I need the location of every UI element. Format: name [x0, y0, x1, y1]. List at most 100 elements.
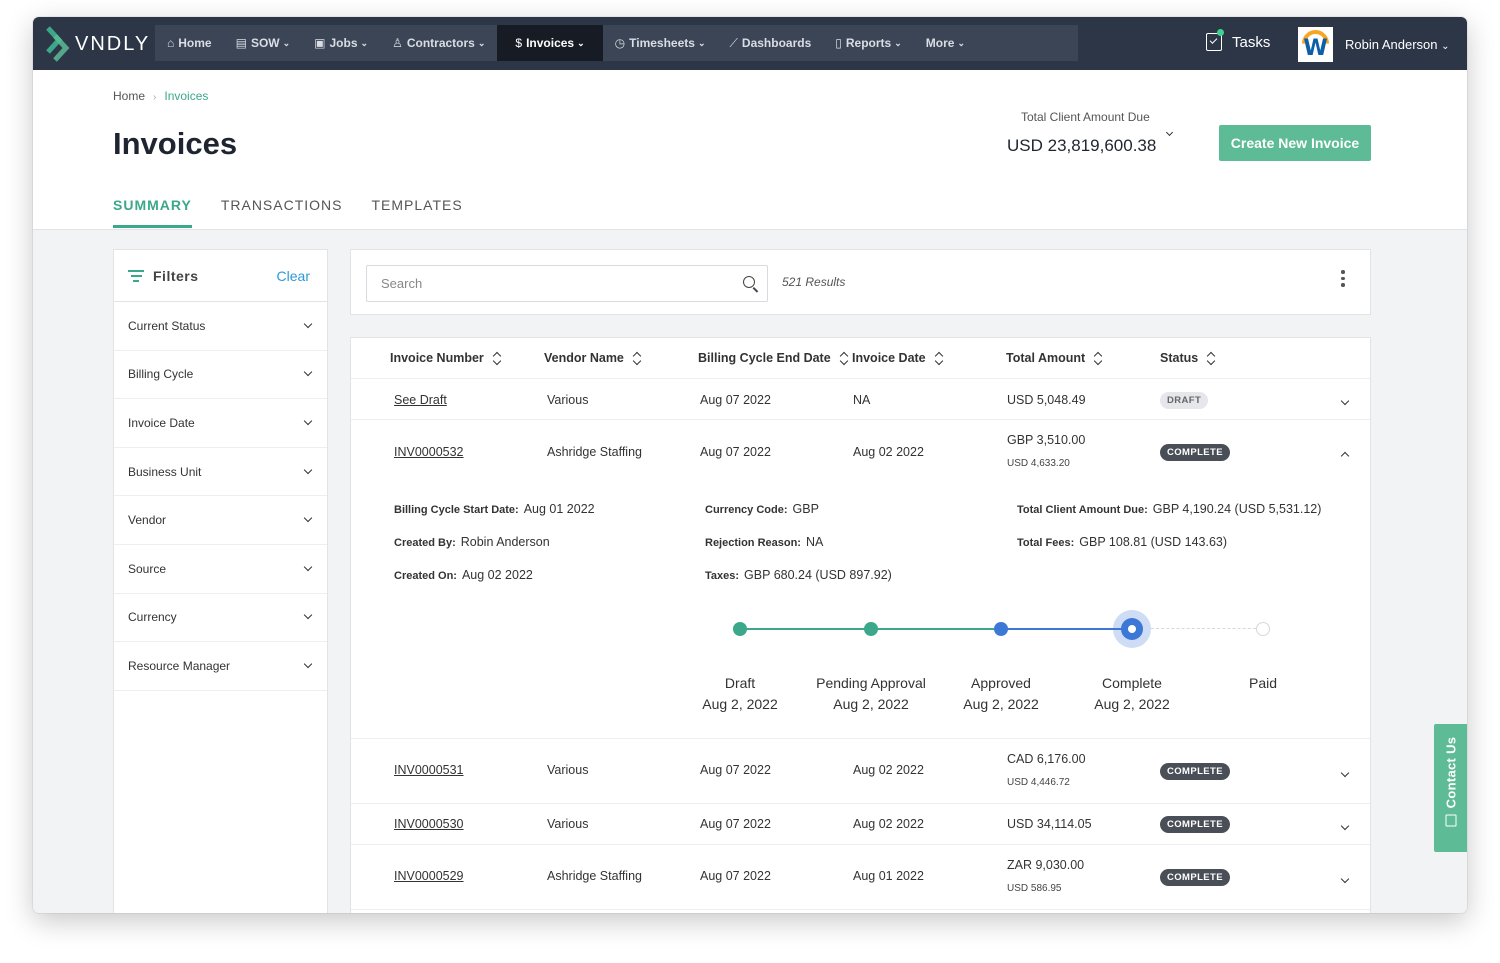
- table-row[interactable]: See Draft Various Aug 07 2022 NA USD 5,0…: [351, 379, 1370, 420]
- expand-row-icon[interactable]: [1340, 816, 1350, 834]
- tasks-icon: [1206, 29, 1224, 51]
- progress-dot-approved: [994, 622, 1008, 636]
- filter-label: Billing Cycle: [128, 367, 194, 382]
- tab-templates[interactable]: TEMPLATES: [371, 197, 463, 213]
- breadcrumb-home[interactable]: Home: [113, 89, 146, 103]
- clear-filters-link[interactable]: Clear: [276, 268, 310, 284]
- chevron-down-icon: ⌄: [577, 37, 585, 48]
- table-row[interactable]: INV0000529 Ashridge Staffing Aug 07 2022…: [351, 845, 1370, 910]
- column-header-invoice-number[interactable]: Invoice Number: [390, 351, 501, 365]
- main-nav: ⌂ Home ▤ SOW ⌄ ▣ Jobs ⌄ ♙ Contractors ⌄ $ Invoic…: [155, 25, 1078, 61]
- search-icon[interactable]: [743, 276, 755, 288]
- total-amount: USD 34,114.05: [1007, 817, 1092, 831]
- invoice-number-link[interactable]: INV0000531: [394, 763, 464, 777]
- column-header-total-amount[interactable]: Total Amount: [1006, 351, 1102, 365]
- column-header-status[interactable]: Status: [1160, 351, 1215, 365]
- invoice-number-link[interactable]: INV0000529: [394, 869, 464, 883]
- vendor-name: Various: [547, 393, 589, 407]
- create-invoice-button[interactable]: Create New Invoice: [1219, 125, 1371, 161]
- invoice-date: Aug 01 2022: [853, 869, 924, 883]
- chart-icon: ⟋: [729, 35, 738, 50]
- filter-current-status[interactable]: Current Status: [114, 302, 327, 351]
- filter-icon: [128, 270, 144, 285]
- step-date: Aug 2, 2022: [702, 696, 778, 712]
- vndly-logo[interactable]: VNDLY: [45, 25, 150, 63]
- column-header-vendor-name[interactable]: Vendor Name: [544, 351, 641, 365]
- column-header-billing-cycle-end[interactable]: Billing Cycle End Date: [698, 351, 848, 365]
- sort-icon: [840, 352, 848, 365]
- tab-summary[interactable]: SUMMARY: [113, 197, 192, 228]
- detail-label: Rejection Reason:: [705, 537, 801, 549]
- notification-dot: [1217, 29, 1224, 36]
- table-row[interactable]: INV0000530 Various Aug 07 2022 Aug 02 20…: [351, 804, 1370, 845]
- table-row[interactable]: INV0000531 Various Aug 07 2022 Aug 02 20…: [351, 739, 1370, 804]
- detail-value: Aug 02 2022: [461, 568, 533, 582]
- filter-currency[interactable]: Currency: [114, 594, 327, 643]
- nav-label: Invoices: [526, 36, 575, 50]
- filter-business-unit[interactable]: Business Unit: [114, 448, 327, 497]
- dollar-icon: $: [515, 36, 523, 50]
- invoice-number-link[interactable]: INV0000532: [394, 445, 464, 459]
- filter-label: Vendor: [128, 513, 167, 528]
- nav-home[interactable]: ⌂ Home: [155, 25, 224, 61]
- tab-transactions[interactable]: TRANSACTIONS: [220, 197, 343, 213]
- nav-more[interactable]: More ⌄: [914, 25, 977, 61]
- document-icon: ▤: [235, 36, 247, 50]
- nav-dashboards[interactable]: ⟋ Dashboards: [718, 25, 824, 61]
- contact-us-label: Contact Us: [1443, 736, 1459, 809]
- clock-icon: ◷: [614, 36, 626, 50]
- tasks-button[interactable]: Tasks: [1206, 29, 1270, 51]
- detail-total-fees: Total Fees: GBP 108.81 (USD 143.63): [1017, 533, 1227, 551]
- step-label: Pending Approval: [816, 675, 926, 691]
- billing-cycle-end: Aug 07 2022: [700, 817, 771, 831]
- filter-resource-manager[interactable]: Resource Manager: [114, 642, 327, 691]
- status-badge: DRAFT: [1160, 392, 1209, 409]
- total-amount-converted: USD 586.95: [1007, 883, 1062, 894]
- breadcrumb-current[interactable]: Invoices: [164, 89, 209, 103]
- expand-row-icon[interactable]: [1340, 763, 1350, 781]
- step-label: Paid: [1248, 675, 1278, 691]
- progress-line-done: [740, 628, 1131, 630]
- expand-row-icon[interactable]: [1340, 391, 1350, 409]
- progress-dot-complete-current: [1113, 610, 1151, 648]
- filter-label: Source: [128, 561, 167, 576]
- nav-sow[interactable]: ▤ SOW ⌄: [224, 25, 303, 61]
- filter-billing-cycle[interactable]: Billing Cycle: [114, 351, 327, 400]
- nav-reports[interactable]: ▯ Reports ⌄: [823, 25, 914, 61]
- user-menu[interactable]: Robin Anderson ⌄: [1345, 37, 1450, 52]
- total-amount-converted: USD 4,446.72: [1007, 777, 1070, 788]
- detail-value: GBP 680.24 (USD 897.92): [744, 568, 892, 582]
- column-header-invoice-date[interactable]: Invoice Date: [852, 351, 943, 365]
- nav-timesheets[interactable]: ◷ Timesheets ⌄: [603, 25, 718, 61]
- chevron-down-icon[interactable]: [1165, 126, 1174, 138]
- nav-invoices[interactable]: $ Invoices ⌄: [497, 25, 603, 61]
- filters-header: Filters Clear: [114, 250, 327, 302]
- filter-vendor[interactable]: Vendor: [114, 496, 327, 545]
- expand-row-icon[interactable]: [1340, 869, 1350, 887]
- more-options-icon[interactable]: [1341, 270, 1345, 290]
- filter-source[interactable]: Source: [114, 545, 327, 594]
- search-input[interactable]: [367, 266, 737, 301]
- detail-currency-code: Currency Code: GBP: [705, 500, 819, 518]
- detail-value: GBP 4,190.24 (USD 5,531.12): [1152, 502, 1322, 516]
- chevron-down-icon: ⌄: [282, 37, 291, 48]
- nav-jobs[interactable]: ▣ Jobs ⌄: [302, 25, 380, 61]
- filter-label: Invoice Date: [128, 415, 195, 430]
- filter-label: Business Unit: [128, 464, 202, 479]
- step-date: Aug 2, 2022: [833, 696, 909, 712]
- billing-cycle-end: Aug 07 2022: [700, 393, 771, 407]
- filter-invoice-date[interactable]: Invoice Date: [114, 399, 327, 448]
- invoice-number-link[interactable]: See Draft: [394, 393, 447, 407]
- collapse-row-icon[interactable]: [1340, 446, 1350, 464]
- avatar[interactable]: W: [1298, 27, 1333, 62]
- detail-label: Total Fees:: [1017, 537, 1075, 549]
- total-due-value: USD 23,819,600.38: [1007, 136, 1157, 155]
- vendor-name: Ashridge Staffing: [547, 445, 642, 459]
- page-header: Home › Invoices Invoices Total Client Amou…: [33, 70, 1467, 230]
- progress-step-paid: Paid: [1198, 675, 1328, 691]
- invoice-number-link[interactable]: INV0000530: [394, 817, 464, 831]
- detail-created-on: Created On: Aug 02 2022: [394, 566, 533, 584]
- nav-contractors[interactable]: ♙ Contractors ⌄: [380, 25, 497, 61]
- contact-us-button[interactable]: Contact Us: [1434, 724, 1467, 852]
- progress-line-blue: [1001, 628, 1131, 630]
